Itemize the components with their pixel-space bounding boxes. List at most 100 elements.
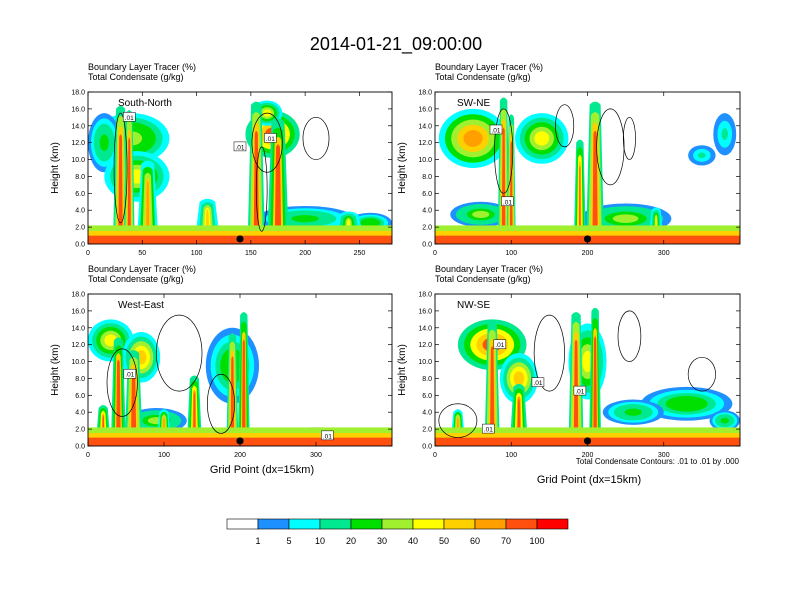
location-marker: [583, 437, 592, 445]
y-tick-label: 8.0: [75, 376, 85, 383]
tracer-plume: [237, 312, 250, 446]
y-tick-label: 18.0: [71, 292, 85, 299]
y-tick-label: 12.0: [71, 140, 85, 147]
tracer-plume: [267, 118, 289, 244]
tracer-blob: [713, 113, 737, 156]
panel-header-condensate: Total Condensate (g/kg): [435, 72, 531, 82]
x-tick-label: 0: [433, 250, 437, 257]
tracer-blob: [438, 108, 508, 168]
y-axis-label: Height (km): [397, 142, 408, 194]
panel-name: South-North: [118, 98, 172, 109]
tracer-plume: [484, 320, 500, 446]
y-tick-label: 4.0: [422, 208, 432, 215]
tracer-plume: [585, 101, 605, 244]
contour-label: .01: [531, 377, 545, 387]
svg-text:.01: .01: [266, 136, 275, 143]
contour-label: .01: [321, 430, 334, 440]
y-tick-label: 2.0: [75, 427, 85, 434]
svg-text:.01: .01: [323, 433, 332, 440]
colorbar-swatch: [350, 518, 383, 530]
tracer-plume: [112, 105, 129, 244]
contour-label: .01: [573, 385, 587, 396]
y-tick-label: 14.0: [71, 325, 85, 332]
location-marker: [583, 235, 592, 243]
svg-text:.01: .01: [503, 199, 512, 206]
contour-line: [555, 104, 575, 148]
tracer-blob: [499, 353, 538, 404]
panel-sw-ne: Boundary Layer Tracer (%)Total Condensat…: [397, 62, 741, 257]
panel-south-north: Boundary Layer Tracer (%)Total Condensat…: [50, 62, 393, 257]
location-marker: [236, 235, 244, 243]
y-tick-label: 0.0: [422, 444, 432, 451]
tracer-blob: [602, 399, 664, 425]
panel-header-tracer: Boundary Layer Tracer (%): [88, 264, 196, 274]
panel-name: West-East: [118, 300, 164, 311]
contour-line: [206, 373, 236, 434]
x-tick-label: 200: [582, 452, 594, 459]
figure-title: 2014-01-21_09:00:00: [310, 34, 482, 55]
x-tick-label: 300: [658, 250, 670, 257]
colorbar-label: 1: [255, 536, 260, 546]
tracer-blob: [450, 201, 512, 228]
x-tick-label: 100: [158, 452, 170, 459]
condensate-contours: .01 .01: [106, 314, 334, 440]
y-tick-label: 18.0: [418, 90, 432, 97]
svg-text:.01: .01: [575, 389, 584, 396]
contour-line: [251, 112, 283, 173]
colorbar-swatch: [226, 518, 259, 530]
y-tick-label: 10.0: [71, 359, 85, 366]
y-tick-label: 6.0: [422, 191, 432, 198]
contour-label: .01: [482, 423, 495, 434]
tracer-plume: [573, 139, 586, 244]
tracer-field: .01 .01: [435, 92, 740, 244]
y-tick-label: 4.0: [75, 410, 85, 417]
contour-label: .01: [233, 141, 247, 151]
tracer-blob: [88, 113, 121, 173]
colorbar-swatch: [443, 518, 476, 530]
contour-line: [106, 348, 138, 417]
x-tick-label: 200: [234, 452, 246, 459]
colorbar-label: 5: [286, 536, 291, 546]
y-tick-label: 18.0: [71, 90, 85, 97]
y-tick-label: 18.0: [418, 292, 432, 299]
colorbar: 1 5 10 20 30 40 50 60 70 100: [226, 518, 569, 546]
y-tick-label: 14.0: [71, 123, 85, 130]
x-tick-label: 200: [582, 250, 594, 257]
contour-line: [438, 403, 478, 438]
contour-line: [687, 356, 716, 392]
contour-line: [622, 116, 636, 160]
y-tick-label: 2.0: [75, 225, 85, 232]
x-tick-label: 150: [245, 250, 257, 257]
x-tick-label: 0: [86, 250, 90, 257]
panel-name: NW-SE: [457, 300, 490, 311]
tracer-field: .01 .01 .01 .01: [435, 294, 740, 446]
tracer-blob: [640, 386, 733, 421]
contour-label: .01: [493, 339, 507, 349]
colorbar-swatch: [257, 518, 290, 530]
x-tick-label: 100: [505, 250, 517, 257]
tracer-field: .01 .01: [88, 294, 392, 446]
contour-line: [255, 146, 268, 232]
panel-header-tracer: Boundary Layer Tracer (%): [435, 62, 543, 72]
x-tick-label: 0: [86, 452, 90, 459]
panel-header-condensate: Total Condensate (g/kg): [88, 274, 184, 284]
contour-label: .01: [501, 196, 514, 206]
colorbar-label: 10: [315, 536, 325, 546]
location-marker: [236, 437, 244, 445]
svg-text:.01: .01: [533, 380, 542, 387]
colorbar-swatch: [536, 518, 569, 530]
x-tick-label: 0: [433, 452, 437, 459]
y-tick-label: 12.0: [418, 140, 432, 147]
y-tick-label: 10.0: [71, 157, 85, 164]
y-tick-label: 0.0: [75, 242, 85, 249]
y-tick-label: 14.0: [418, 325, 432, 332]
panel-header-tracer: Boundary Layer Tracer (%): [435, 264, 543, 274]
y-tick-label: 4.0: [422, 410, 432, 417]
y-tick-label: 6.0: [75, 393, 85, 400]
colorbar-swatch: [505, 518, 538, 530]
y-tick-label: 16.0: [71, 308, 85, 315]
tracer-plume: [589, 307, 602, 446]
contour-note: Total Condensate Contours: .01 to .01 by…: [576, 457, 740, 466]
colorbar-label: 40: [408, 536, 418, 546]
